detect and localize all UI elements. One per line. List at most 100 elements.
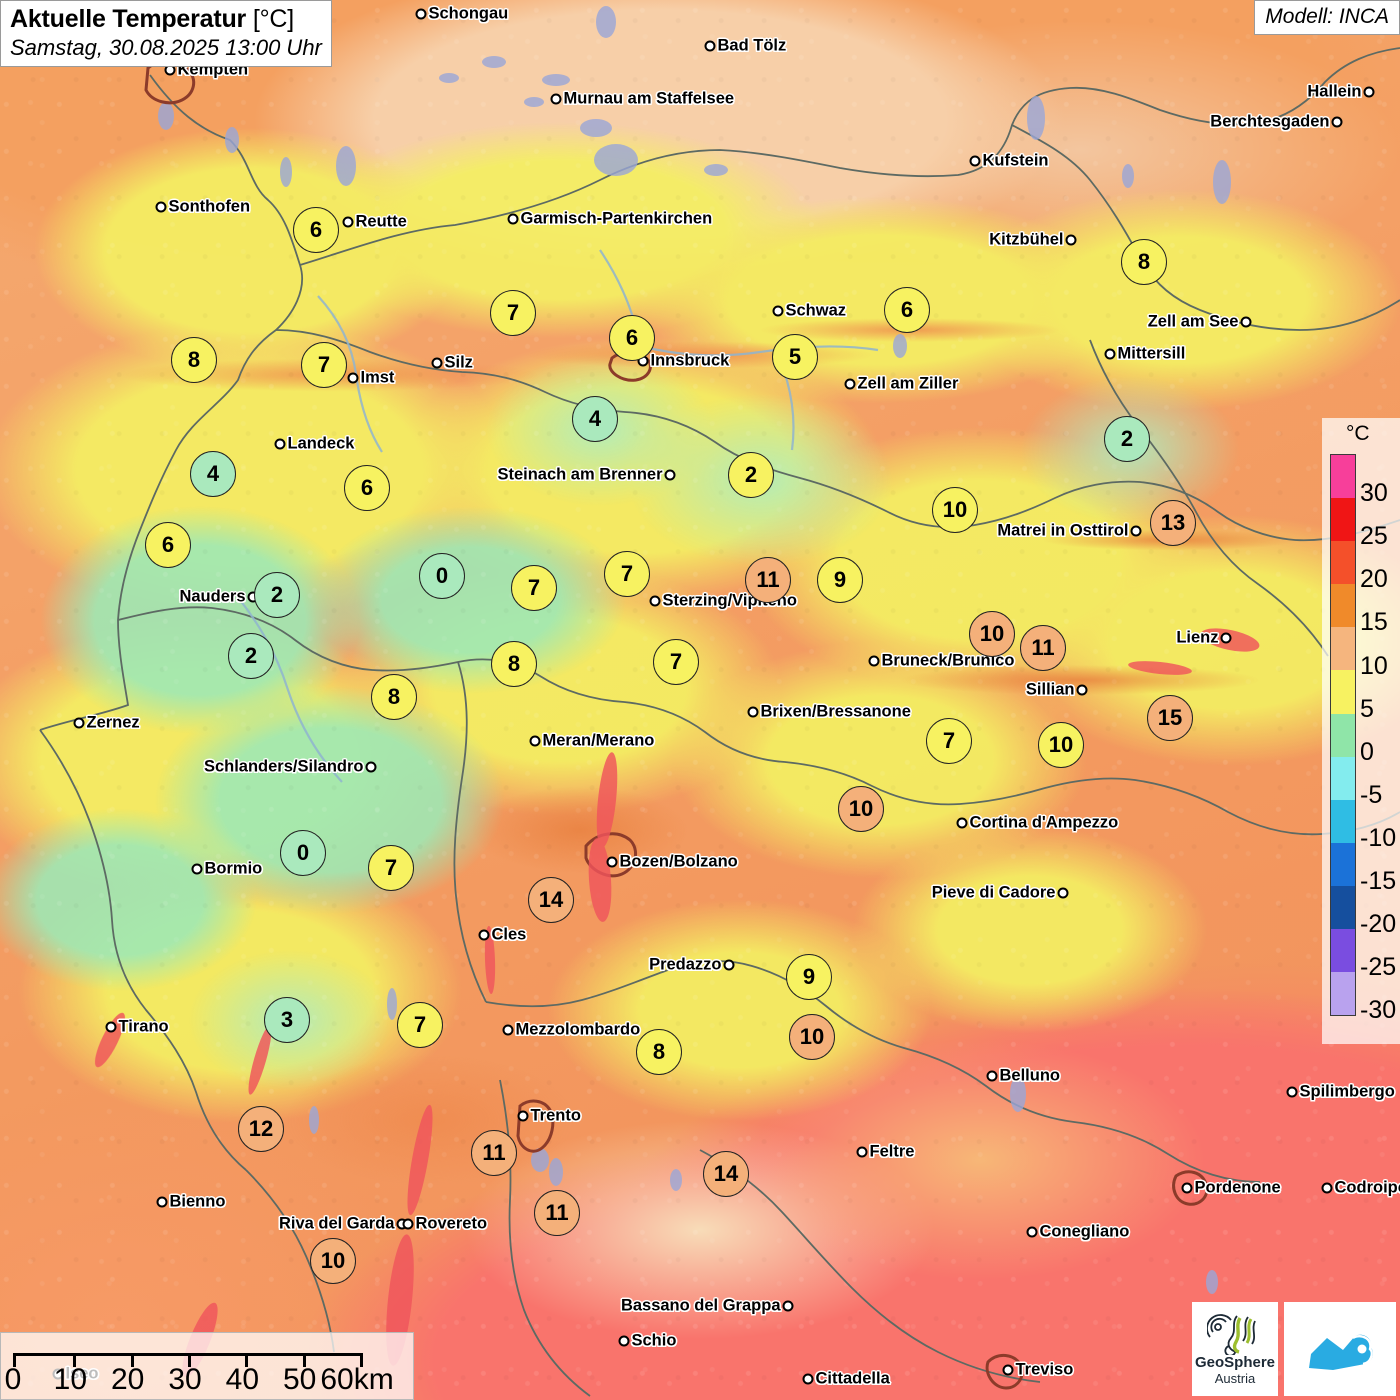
city-dot-icon bbox=[1331, 116, 1343, 128]
city-dot-icon bbox=[1065, 234, 1077, 246]
city-dot-icon bbox=[550, 93, 562, 105]
city-marker: Rovereto bbox=[402, 1214, 487, 1232]
city-label: Meran/Merano bbox=[542, 731, 655, 750]
city-marker: Spilimbergo bbox=[1286, 1082, 1395, 1100]
city-marker: Treviso bbox=[1002, 1360, 1073, 1378]
temperature-value-bubble: 13 bbox=[1150, 500, 1196, 546]
city-dot-icon bbox=[1026, 1226, 1038, 1238]
city-marker: Kitzbühel bbox=[989, 230, 1077, 248]
city-label: Lienz bbox=[1176, 628, 1219, 647]
city-label: Feltre bbox=[869, 1142, 915, 1161]
city-label: Bassano del Grappa bbox=[620, 1296, 781, 1315]
city-label: Sillian bbox=[1025, 680, 1075, 699]
city-marker: Tirano bbox=[105, 1017, 169, 1035]
geosphere-austria-logo: GeoSphere Austria bbox=[1192, 1302, 1278, 1396]
city-dot-icon bbox=[1104, 348, 1116, 360]
city-dot-icon bbox=[507, 213, 519, 225]
city-label: Cortina d'Ampezzo bbox=[969, 813, 1119, 832]
legend-swatch bbox=[1331, 842, 1355, 886]
city-dot-icon bbox=[956, 817, 968, 829]
city-marker: Zernez bbox=[73, 713, 140, 731]
map-title-box: Aktuelle Temperatur [°C] Samstag, 30.08.… bbox=[0, 0, 332, 67]
city-dot-icon bbox=[782, 1300, 794, 1312]
distance-scalebar: 0 10 20 30 40 50 60km bbox=[0, 1332, 414, 1400]
scalebar-label: 40 bbox=[225, 1363, 260, 1396]
legend-swatch bbox=[1331, 498, 1355, 542]
city-label: Landeck bbox=[287, 434, 355, 453]
geosphere-country: Austria bbox=[1214, 1371, 1256, 1386]
temperature-value-bubble: 5 bbox=[772, 334, 818, 380]
city-label: Garmisch-Partenkirchen bbox=[520, 209, 713, 228]
temperature-value-bubble: 8 bbox=[636, 1029, 682, 1075]
temperature-value-bubble: 2 bbox=[254, 572, 300, 618]
scalebar-label: 50 bbox=[282, 1363, 317, 1396]
city-label: Silz bbox=[444, 353, 473, 372]
city-dot-icon bbox=[1240, 316, 1252, 328]
temperature-value-bubble: 11 bbox=[1020, 625, 1066, 671]
temperature-value-bubble: 10 bbox=[932, 487, 978, 533]
city-label: Schwaz bbox=[785, 301, 847, 320]
temperature-value-bubble: 4 bbox=[572, 396, 618, 442]
city-label: Bienno bbox=[169, 1192, 226, 1211]
city-label: Imst bbox=[360, 368, 395, 387]
temperature-value-bubble: 8 bbox=[171, 337, 217, 383]
city-marker: Codroipo bbox=[1321, 1178, 1400, 1196]
temperature-value-bubble: 8 bbox=[491, 641, 537, 687]
city-marker: Zell am Ziller bbox=[844, 374, 958, 392]
temperature-value-bubble: 10 bbox=[969, 611, 1015, 657]
city-dot-icon bbox=[402, 1218, 414, 1230]
city-label: Belluno bbox=[999, 1066, 1061, 1085]
city-label: Zernez bbox=[86, 713, 140, 732]
temperature-value-bubble: 6 bbox=[344, 465, 390, 511]
legend-swatches bbox=[1330, 454, 1356, 1017]
temperature-value-bubble: 8 bbox=[371, 674, 417, 720]
city-label: Riva del Garda bbox=[278, 1214, 395, 1233]
city-marker: Bormio bbox=[191, 859, 262, 877]
city-marker: Mezzolombardo bbox=[502, 1020, 640, 1038]
city-label: Nauders bbox=[179, 587, 246, 606]
scalebar-tick bbox=[302, 1356, 306, 1367]
city-marker: Belluno bbox=[986, 1066, 1060, 1084]
city-label: Sonthofen bbox=[168, 197, 251, 216]
city-label: Mezzolombardo bbox=[515, 1020, 641, 1039]
legend-swatch bbox=[1331, 713, 1355, 757]
city-marker: Cortina d'Ampezzo bbox=[956, 813, 1118, 831]
scalebar-label: 20 bbox=[110, 1363, 145, 1396]
city-dot-icon bbox=[618, 1335, 630, 1347]
map-timestamp: Samstag, 30.08.2025 13:00 Uhr bbox=[10, 35, 322, 60]
city-dot-icon bbox=[1363, 86, 1375, 98]
city-label: Cles bbox=[491, 925, 527, 944]
scalebar-tick bbox=[245, 1356, 249, 1367]
scalebar-tick bbox=[130, 1356, 134, 1367]
city-label: Cittadella bbox=[815, 1369, 890, 1388]
city-label: Codroipo bbox=[1334, 1178, 1400, 1197]
city-dot-icon bbox=[156, 1196, 168, 1208]
model-label: Modell: INCA bbox=[1254, 0, 1400, 35]
legend-tick: 20 bbox=[1360, 565, 1388, 594]
city-dot-icon bbox=[802, 1373, 814, 1385]
legend-swatch bbox=[1331, 972, 1355, 1016]
temperature-value-bubble: 9 bbox=[786, 954, 832, 1000]
city-marker: Sterzing/Vipiteno bbox=[649, 591, 797, 609]
city-marker: Steinach am Brenner bbox=[497, 465, 676, 483]
legend-swatch bbox=[1331, 756, 1355, 800]
temperature-value-bubble: 6 bbox=[145, 522, 191, 568]
city-label: Zell am Ziller bbox=[857, 374, 959, 393]
city-marker: Bozen/Bolzano bbox=[606, 852, 738, 870]
city-dot-icon bbox=[986, 1070, 998, 1082]
city-marker: Berchtesgaden bbox=[1210, 112, 1343, 130]
city-marker: Landeck bbox=[274, 434, 354, 452]
city-marker: Schlanders/Silandro bbox=[204, 757, 377, 775]
city-marker: Hallein bbox=[1307, 82, 1375, 100]
temperature-value-bubble: 14 bbox=[528, 877, 574, 923]
weather-service-logo bbox=[1284, 1302, 1396, 1396]
city-label: Pordenone bbox=[1194, 1178, 1281, 1197]
city-label: Matrei in Osttirol bbox=[997, 521, 1129, 540]
warm-valley-highlights bbox=[95, 628, 1260, 1378]
city-label: Reutte bbox=[355, 212, 407, 231]
city-label: Zell am See bbox=[1147, 312, 1239, 331]
city-dot-icon bbox=[1057, 887, 1069, 899]
city-dot-icon bbox=[529, 735, 541, 747]
city-label: Schlanders/Silandro bbox=[203, 757, 364, 776]
temperature-value-bubble: 6 bbox=[884, 287, 930, 333]
